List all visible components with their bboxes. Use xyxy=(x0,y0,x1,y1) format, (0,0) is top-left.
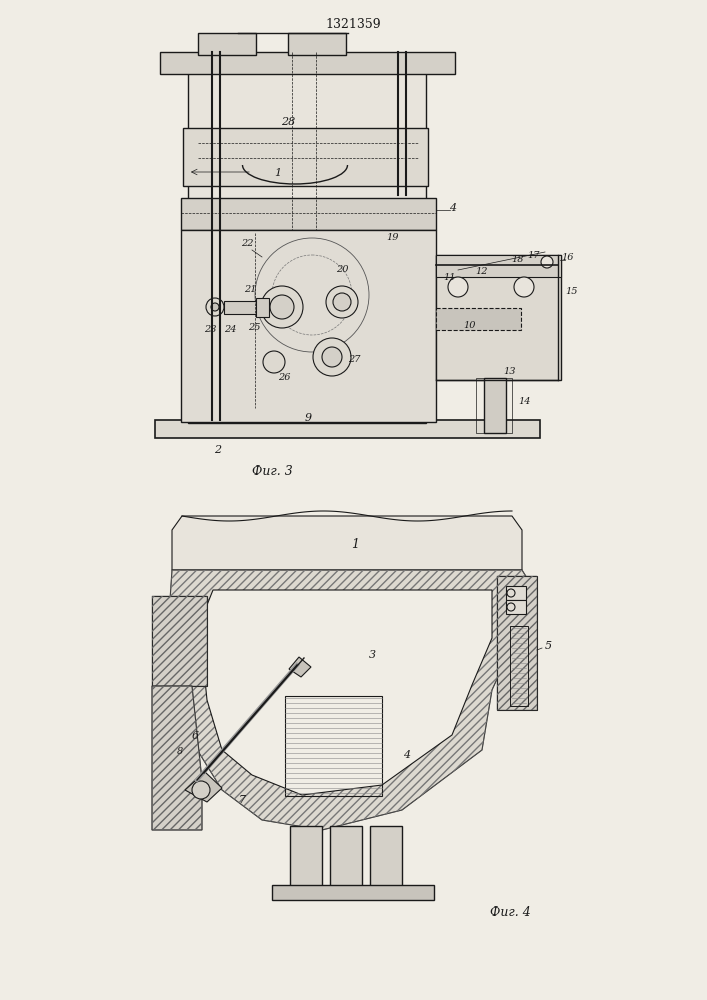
Polygon shape xyxy=(152,596,207,686)
Circle shape xyxy=(313,338,351,376)
Bar xyxy=(506,600,526,614)
Bar xyxy=(288,33,346,55)
Text: 16: 16 xyxy=(562,253,574,262)
Text: 3: 3 xyxy=(368,650,375,660)
Text: 12: 12 xyxy=(476,267,489,276)
Text: 14: 14 xyxy=(519,397,531,406)
Text: 13: 13 xyxy=(504,367,516,376)
Text: 1: 1 xyxy=(274,168,281,178)
Text: 28: 28 xyxy=(281,117,295,127)
Text: 4: 4 xyxy=(450,203,457,213)
Bar xyxy=(436,255,561,277)
Bar xyxy=(285,696,382,796)
Bar xyxy=(256,298,269,317)
Text: 20: 20 xyxy=(336,265,349,274)
Text: 19: 19 xyxy=(387,233,399,242)
Circle shape xyxy=(206,298,224,316)
Text: 9: 9 xyxy=(305,413,312,423)
Text: 21: 21 xyxy=(244,286,256,294)
Bar xyxy=(290,826,322,888)
Bar xyxy=(155,420,540,438)
Circle shape xyxy=(211,303,219,311)
Circle shape xyxy=(541,256,553,268)
Polygon shape xyxy=(202,590,492,795)
Text: 25: 25 xyxy=(247,324,260,332)
Bar xyxy=(370,826,402,888)
Text: 26: 26 xyxy=(278,373,291,382)
Circle shape xyxy=(322,347,342,367)
Text: 11: 11 xyxy=(444,273,456,282)
Text: 5: 5 xyxy=(544,641,551,651)
Bar xyxy=(510,626,528,706)
Bar xyxy=(476,378,512,433)
Bar xyxy=(188,58,426,423)
Text: 7: 7 xyxy=(238,795,245,805)
Text: 27: 27 xyxy=(348,356,361,364)
Polygon shape xyxy=(168,570,532,830)
Bar xyxy=(198,33,256,55)
Bar xyxy=(181,198,436,230)
Circle shape xyxy=(263,351,285,373)
Text: 23: 23 xyxy=(204,326,216,334)
Bar xyxy=(436,308,521,330)
Text: 17: 17 xyxy=(527,250,540,259)
Polygon shape xyxy=(289,657,311,677)
Polygon shape xyxy=(185,772,222,802)
Bar xyxy=(330,826,362,888)
Text: Фиг. 4: Фиг. 4 xyxy=(490,906,531,919)
Polygon shape xyxy=(497,576,537,710)
Text: 10: 10 xyxy=(464,320,477,330)
Bar xyxy=(436,255,561,380)
Bar xyxy=(183,128,428,186)
Circle shape xyxy=(514,277,534,297)
Bar xyxy=(160,52,455,74)
Text: 22: 22 xyxy=(241,239,253,248)
Bar xyxy=(272,885,434,900)
Text: Фиг. 3: Фиг. 3 xyxy=(252,465,293,478)
Polygon shape xyxy=(152,686,202,830)
Bar xyxy=(506,586,526,600)
Circle shape xyxy=(261,286,303,328)
Text: 8: 8 xyxy=(177,748,183,756)
Text: 18: 18 xyxy=(512,255,525,264)
Polygon shape xyxy=(172,516,522,570)
Bar xyxy=(484,378,506,433)
Circle shape xyxy=(333,293,351,311)
Circle shape xyxy=(192,781,210,799)
Bar xyxy=(224,301,256,314)
Circle shape xyxy=(270,295,294,319)
Text: 24: 24 xyxy=(223,326,236,334)
Text: 15: 15 xyxy=(566,288,578,296)
Text: 4: 4 xyxy=(404,750,411,760)
Text: 1321359: 1321359 xyxy=(325,18,381,31)
Bar xyxy=(181,230,436,422)
Text: 2: 2 xyxy=(214,445,221,455)
Circle shape xyxy=(448,277,468,297)
Circle shape xyxy=(326,286,358,318)
Text: 1: 1 xyxy=(351,538,359,552)
Text: 6: 6 xyxy=(192,731,199,741)
